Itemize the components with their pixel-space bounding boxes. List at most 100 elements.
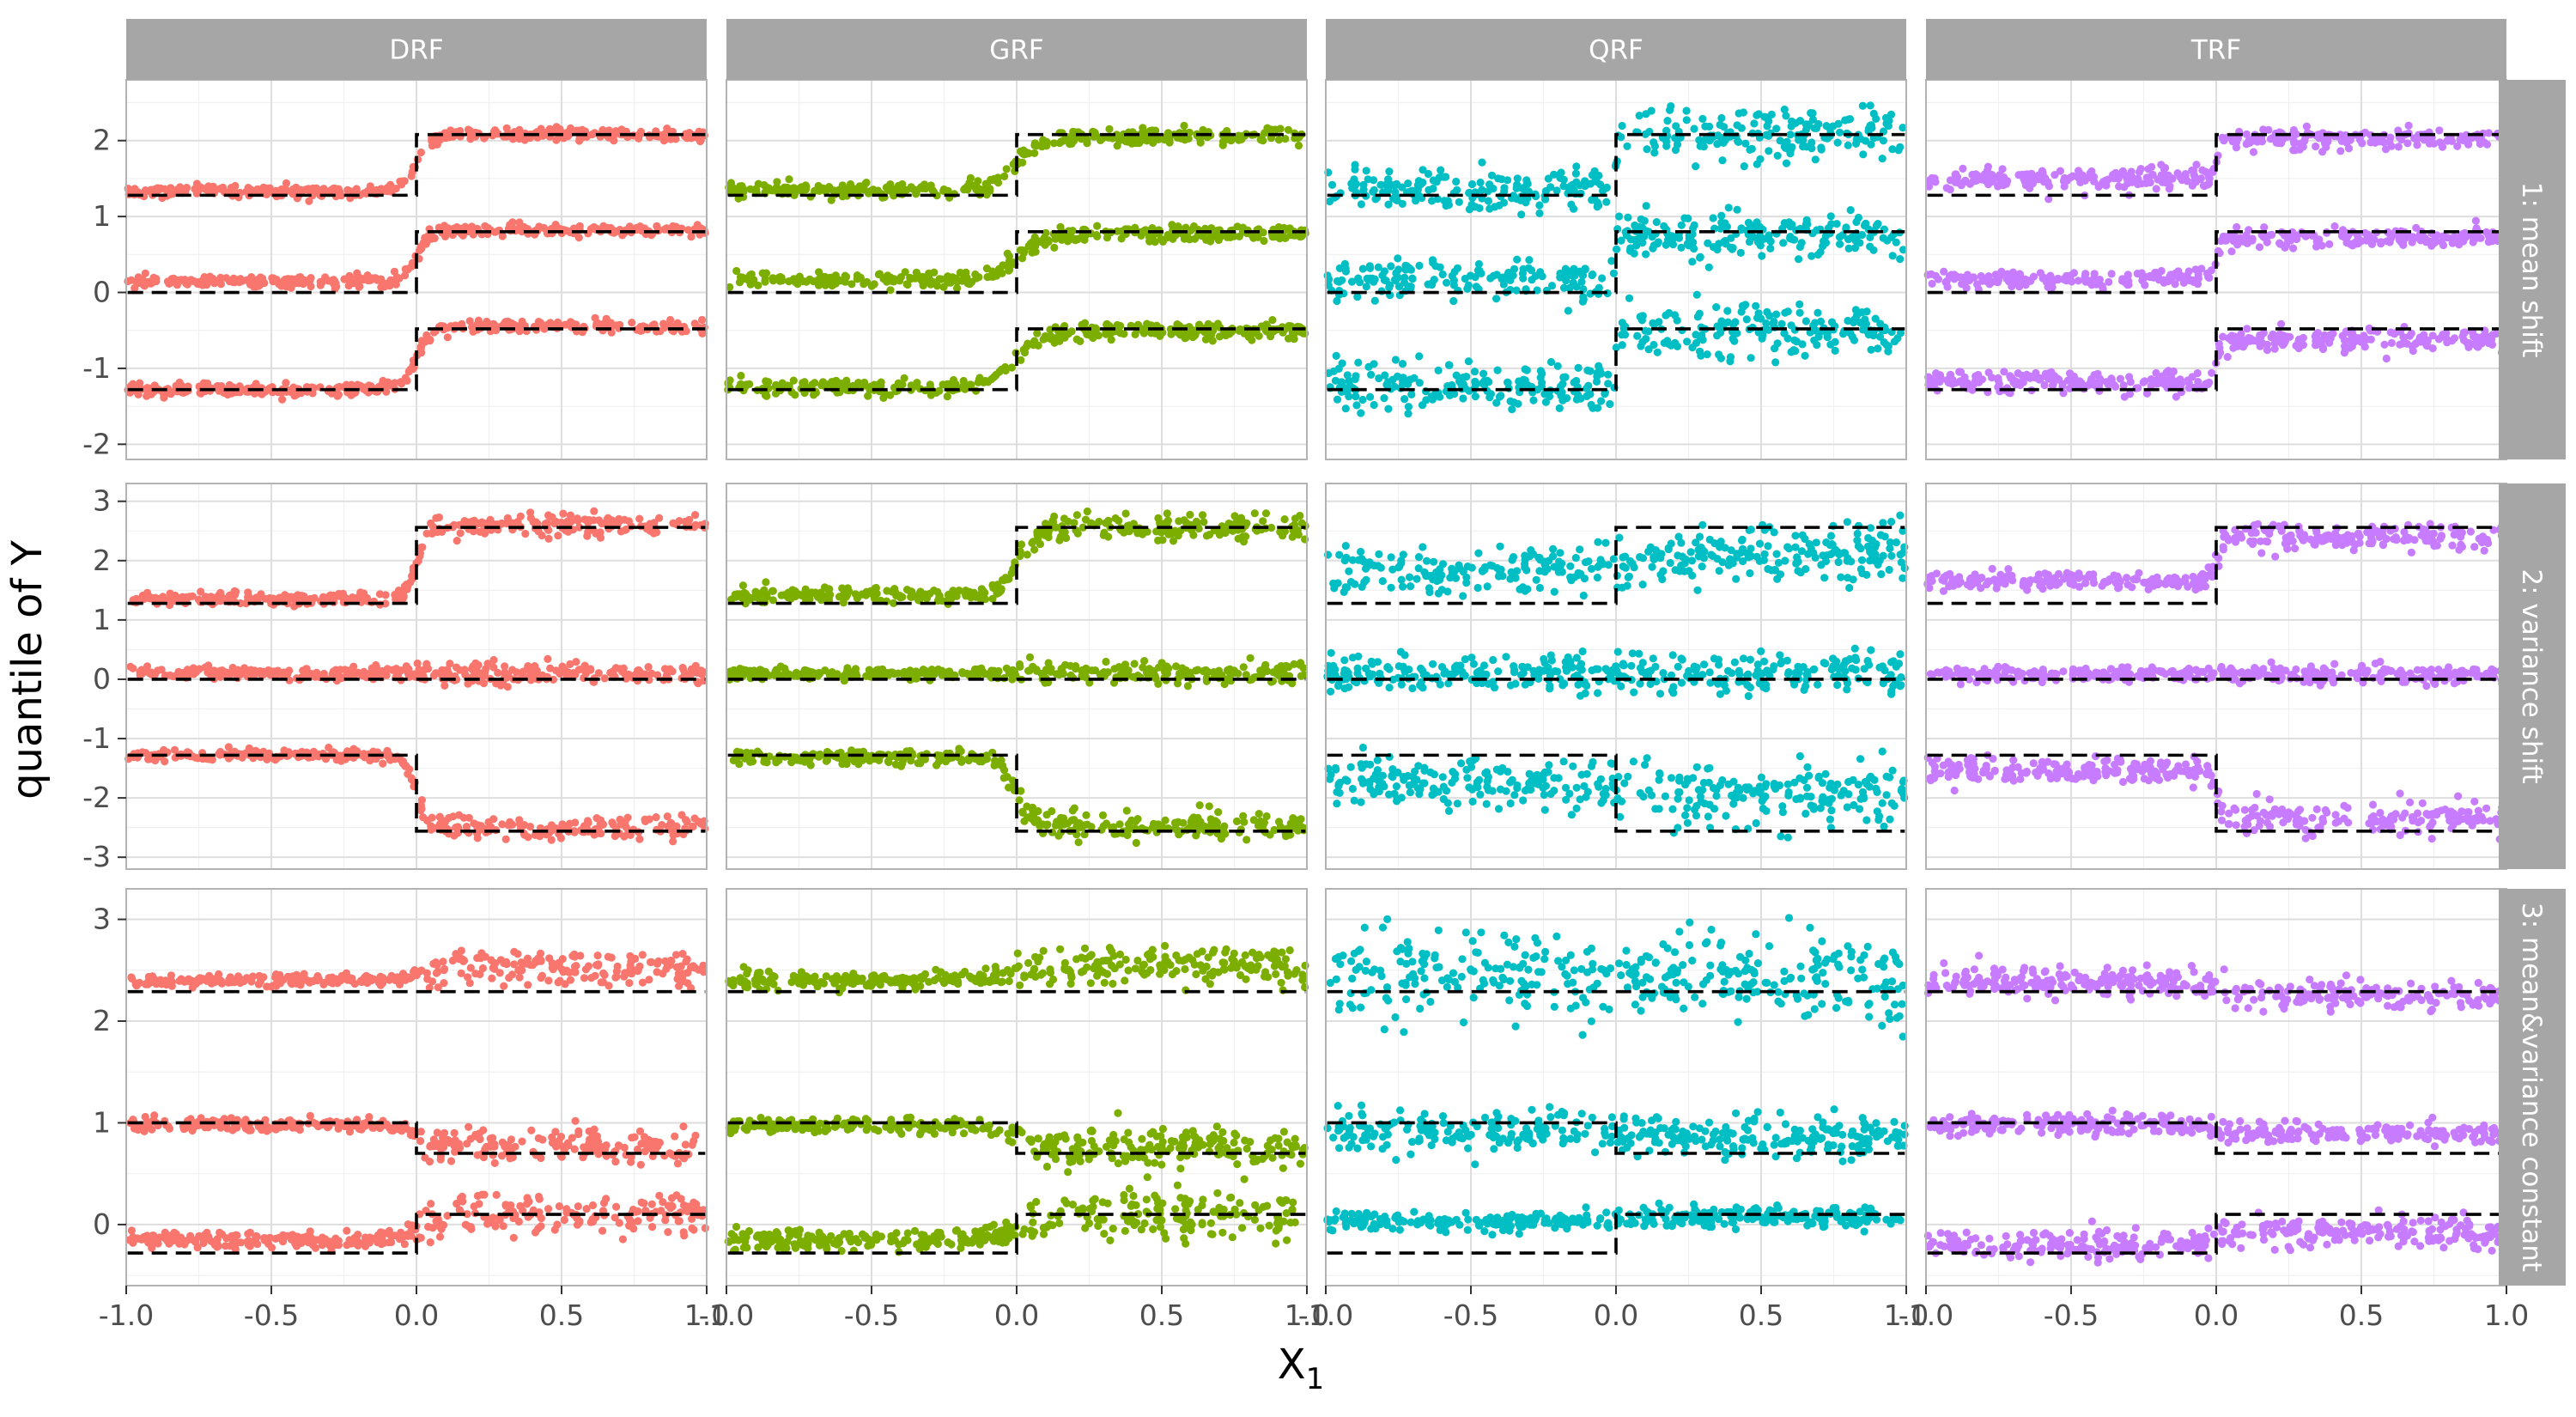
estimate-point	[437, 527, 447, 537]
estimate-point	[1683, 338, 1692, 346]
estimate-point	[855, 182, 864, 191]
estimate-point	[1404, 403, 1413, 411]
estimate-point	[1393, 372, 1402, 380]
estimate-point	[1500, 184, 1509, 192]
estimate-point	[1102, 330, 1110, 338]
estimate-point	[1434, 366, 1443, 374]
estimate-point	[2408, 238, 2416, 246]
estimate-point	[1588, 171, 1596, 179]
estimate-point	[828, 378, 836, 386]
estimate-point	[2071, 377, 2080, 386]
estimate-point	[628, 319, 636, 327]
estimate-point	[1131, 330, 1139, 338]
estimate-point	[898, 380, 907, 389]
estimate-point	[1836, 240, 1844, 248]
estimate-point	[650, 519, 659, 527]
estimate-point	[2394, 143, 2403, 151]
estimate-point	[2255, 243, 2264, 252]
estimate-point	[280, 277, 289, 285]
estimate-point	[1559, 182, 1568, 191]
estimate-point	[1357, 409, 1365, 417]
estimate-point	[1030, 337, 1039, 345]
estimate-point	[994, 265, 1004, 273]
estimate-point	[906, 273, 914, 282]
estimate-point	[1581, 177, 1589, 185]
estimate-point	[1327, 180, 1337, 189]
estimate-point	[990, 174, 999, 183]
estimate-point	[1464, 357, 1473, 366]
estimate-point	[1407, 390, 1416, 398]
estimate-point	[1493, 366, 1502, 374]
estimate-point	[1092, 231, 1101, 240]
estimate-point	[1489, 185, 1498, 193]
estimate-point	[1583, 366, 1592, 374]
estimate-point	[1883, 236, 1892, 245]
estimate-point	[1459, 380, 1467, 389]
estimate-point	[1552, 186, 1561, 195]
estimate-point	[1325, 197, 1334, 206]
estimate-point	[1352, 392, 1360, 401]
estimate-point	[2160, 165, 2169, 173]
estimate-point	[2390, 330, 2399, 338]
estimate-point	[1428, 256, 1437, 265]
estimate-point	[1329, 367, 1338, 375]
estimate-point	[596, 528, 605, 537]
estimate-point	[1546, 357, 1556, 367]
estimate-point	[1555, 404, 1564, 412]
estimate-point	[1752, 301, 1760, 310]
estimate-point	[1589, 270, 1597, 279]
estimate-point	[402, 584, 410, 593]
estimate-point	[1623, 142, 1631, 150]
estimate-point	[1351, 161, 1359, 169]
estimate-point	[1726, 353, 1735, 362]
estimate-point	[538, 531, 546, 540]
estimate-point	[2380, 340, 2389, 349]
estimate-point	[1698, 114, 1707, 123]
estimate-point	[1874, 344, 1882, 353]
estimate-point	[2270, 344, 2279, 353]
estimate-point	[635, 514, 644, 523]
estimate-point	[1998, 165, 2007, 173]
estimate-point	[2120, 392, 2129, 401]
estimate-point	[1492, 398, 1501, 407]
estimate-point	[2263, 346, 2272, 355]
estimate-point	[1362, 167, 1370, 175]
estimate-point	[1370, 296, 1379, 305]
estimate-point	[1866, 233, 1874, 241]
estimate-point	[1770, 318, 1778, 326]
estimate-point	[1394, 265, 1403, 274]
estimate-point	[479, 679, 489, 688]
estimate-point	[191, 185, 199, 193]
estimate-point	[973, 186, 981, 195]
estimate-point	[1721, 236, 1729, 246]
estimate-point	[308, 184, 317, 192]
estimate-point	[1730, 337, 1739, 345]
estimate-point	[197, 587, 205, 596]
estimate-point	[384, 185, 393, 194]
estimate-point	[785, 277, 793, 286]
estimate-point	[556, 125, 564, 133]
estimate-point	[1777, 319, 1786, 328]
estimate-point	[927, 181, 935, 190]
estimate-point	[2313, 329, 2322, 338]
estimate-point	[2178, 176, 2186, 185]
estimate-point	[2021, 181, 2030, 190]
estimate-point	[1673, 316, 1681, 325]
estimate-point	[1866, 101, 1874, 110]
estimate-point	[143, 187, 151, 196]
estimate-point	[1635, 112, 1643, 120]
estimate-point	[913, 379, 921, 387]
estimate-point	[304, 277, 313, 286]
estimate-point	[1856, 239, 1864, 247]
estimate-point	[1626, 235, 1635, 244]
estimate-point	[1834, 119, 1843, 128]
estimate-point	[2138, 277, 2147, 285]
estimate-point	[1418, 401, 1427, 410]
estimate-point	[1773, 339, 1782, 348]
estimate-point	[1564, 307, 1572, 315]
estimate-point	[1665, 308, 1674, 318]
estimate-point	[2165, 185, 2173, 193]
estimate-point	[2090, 270, 2099, 278]
estimate-point	[1704, 263, 1713, 271]
estimate-point	[2453, 142, 2462, 150]
